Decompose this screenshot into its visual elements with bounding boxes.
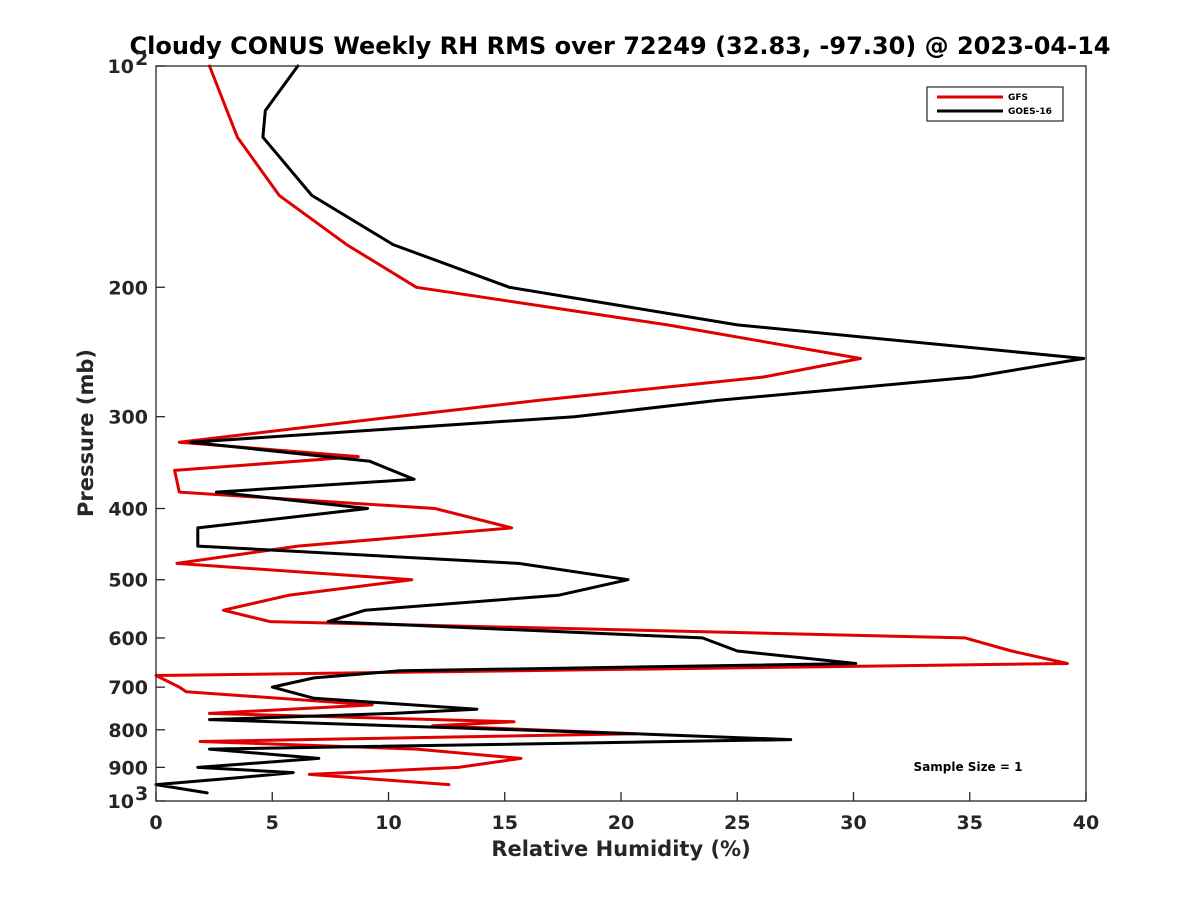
x-tick-label: 35 (957, 812, 983, 834)
legend-box (926, 86, 1064, 122)
y-tick-label: 10 (108, 56, 134, 78)
legend: GFS GOES-16 (926, 86, 1064, 122)
y-tick-label: 600 (108, 628, 148, 650)
x-tick-label: 40 (1073, 812, 1099, 834)
x-axis-ticks: 0 5 10 15 20 25 30 35 40 (149, 792, 1099, 834)
y-tick-label: 200 (108, 277, 148, 299)
y-tick-label: 10 (108, 791, 134, 813)
y-tick-label: 400 (108, 499, 148, 521)
x-tick-label: 20 (608, 812, 634, 834)
x-tick-label: 30 (840, 812, 866, 834)
y-tick-label: 300 (108, 407, 148, 429)
y-tick-exponent: 3 (135, 783, 148, 805)
x-tick-label: 5 (266, 812, 279, 834)
legend-label: GFS (1008, 93, 1028, 103)
x-tick-label: 25 (724, 812, 750, 834)
sample-size-annotation: Sample Size = 1 (914, 760, 1023, 774)
series-line-goes-16 (154, 64, 1086, 795)
y-tick-label: 800 (108, 720, 148, 742)
y-tick-label: 700 (108, 677, 148, 699)
plot-area: 0 5 10 15 20 25 30 35 40 10 220030040050060070080… (108, 48, 1100, 834)
chart-title: Cloudy CONUS Weekly RH RMS over 72249 (3… (130, 32, 1111, 60)
y-tick-label: 900 (108, 757, 148, 779)
y-axis-label: Pressure (mb) (74, 349, 98, 517)
y-tick-exponent: 2 (135, 48, 148, 70)
series-layer (154, 64, 1086, 795)
x-tick-label: 0 (149, 812, 162, 834)
x-tick-label: 10 (375, 812, 401, 834)
x-tick-label: 15 (492, 812, 518, 834)
legend-label: GOES-16 (1008, 107, 1052, 117)
x-axis-label: Relative Humidity (%) (491, 837, 750, 861)
y-tick-label: 500 (108, 570, 148, 592)
